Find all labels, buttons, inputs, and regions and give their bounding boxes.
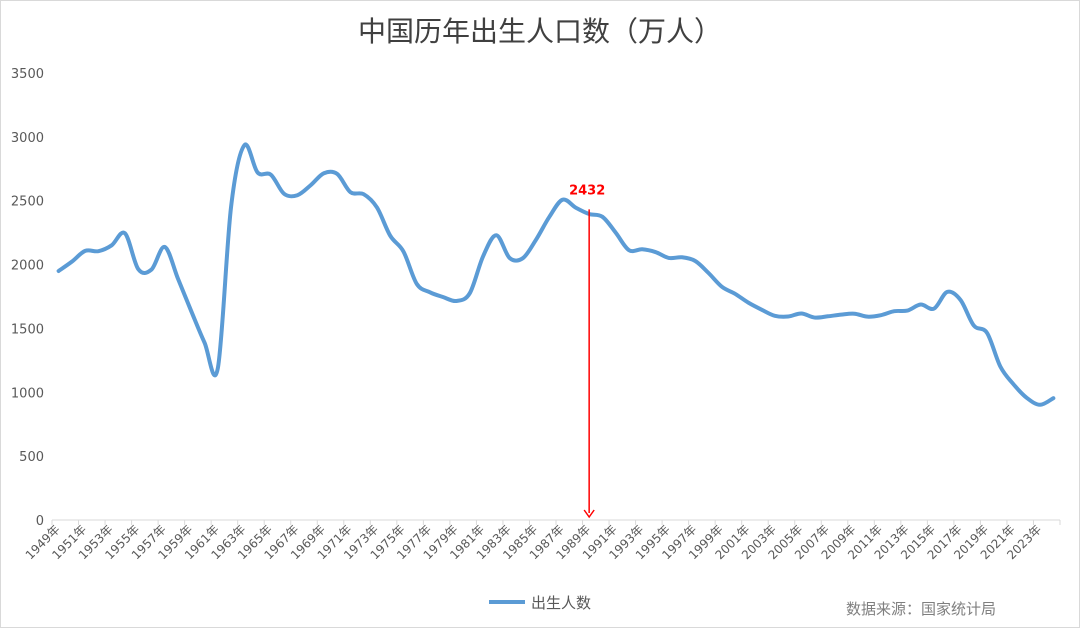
y-axis: 0 500 1000 1500 2000 2500 3000 3500 <box>11 67 44 529</box>
y-tick-label: 2000 <box>11 259 44 274</box>
annotation-arrow-head <box>583 509 595 519</box>
y-tick-label: 500 <box>19 450 44 465</box>
series-layer <box>56 142 1056 407</box>
legend: 出生人数 <box>489 594 591 612</box>
y-tick-label: 1000 <box>11 386 44 401</box>
annotation-label: 2432 <box>569 183 605 198</box>
y-tick-label: 3500 <box>11 67 44 82</box>
y-tick-label: 1500 <box>11 322 44 337</box>
source-note: 数据来源：国家统计局 <box>846 600 996 618</box>
chart-title: 中国历年出生人口数（万人） <box>358 15 722 48</box>
y-tick-label: 3000 <box>11 131 44 146</box>
legend-label: 出生人数 <box>531 594 591 612</box>
series-line <box>56 142 1056 407</box>
y-tick-label: 0 <box>36 514 44 529</box>
annotation-layer: 2432 <box>569 183 605 519</box>
y-tick-label: 2500 <box>11 195 44 210</box>
